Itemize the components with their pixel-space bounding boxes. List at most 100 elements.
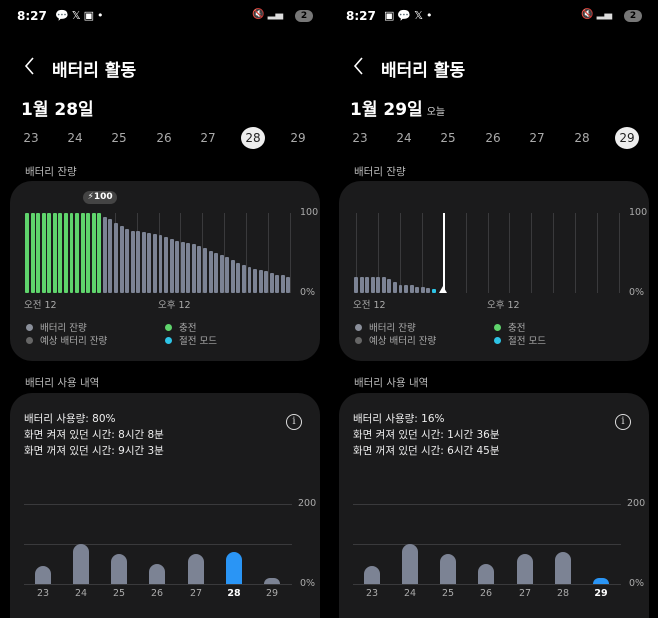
day-selector-23[interactable]: 23 <box>352 131 368 145</box>
day-selector-28[interactable]: 28 <box>574 131 590 145</box>
battery-level-bar <box>102 217 107 293</box>
day-selector-25[interactable]: 25 <box>440 131 456 145</box>
battery-level-bar <box>191 244 196 293</box>
day-selector-24[interactable]: 24 <box>396 131 412 145</box>
signal-icon: ▂▄ <box>267 9 284 20</box>
phone-screen: 8:27 💬𝕏▣• 🔇 ▂▄ 2 배터리 활동 1월 28일 23 24 25 26 27… <box>10 9 320 618</box>
notification-count-badge: 2 <box>295 10 313 22</box>
today-label: 오늘 <box>426 107 446 118</box>
usage-bar[interactable] <box>188 553 204 584</box>
battery-level-bar <box>175 241 180 293</box>
usage-x-label: 29 <box>265 588 279 599</box>
battery-level-bar <box>108 219 113 293</box>
dot-icon: • <box>96 9 107 22</box>
usage-x-label: 24 <box>74 588 88 599</box>
legend-dot <box>165 324 172 331</box>
usage-bar[interactable] <box>264 578 280 584</box>
battery-level-bar <box>359 277 364 293</box>
back-button[interactable] <box>351 55 367 77</box>
battery-level-bar <box>370 277 375 293</box>
info-icon[interactable]: i <box>615 414 631 430</box>
day-selector-26[interactable]: 26 <box>485 131 501 145</box>
battery-level-bar <box>75 213 80 293</box>
usage-x-label: 28 <box>227 588 241 599</box>
battery-level-bar <box>97 213 102 293</box>
battery-level-bar <box>141 232 146 293</box>
gridline <box>290 213 291 293</box>
usage-stat: 배터리 사용량: 80% <box>24 413 116 425</box>
info-icon[interactable]: i <box>286 414 302 430</box>
battery-level-bar <box>130 230 135 293</box>
battery-level-bar <box>219 254 224 293</box>
usage-bar[interactable] <box>226 552 242 584</box>
battery-level-bar <box>354 277 358 293</box>
legend-label: 배터리 잔량 <box>369 323 416 334</box>
dot-icon: • <box>425 9 436 22</box>
usage-bar[interactable] <box>111 554 127 584</box>
usage-bar[interactable] <box>517 553 533 584</box>
usage-stat: 배터리 사용량: 16% <box>353 413 445 425</box>
battery-level-bar <box>398 285 403 293</box>
battery-level-bar <box>152 233 157 293</box>
legend-dot <box>355 324 362 331</box>
usage-bar[interactable] <box>593 577 609 584</box>
usage-x-label: 25 <box>112 588 126 599</box>
usage-bar[interactable] <box>440 554 456 584</box>
battery-level-bar <box>258 269 263 293</box>
gridline <box>531 213 533 293</box>
day-selector-24[interactable]: 24 <box>67 131 83 145</box>
battery-level-bar <box>114 222 118 293</box>
battery-level-bar <box>58 213 63 293</box>
gridline <box>224 213 226 293</box>
day-selector-26[interactable]: 26 <box>156 131 172 145</box>
y-axis-min: 0% <box>629 287 645 298</box>
usage-bar[interactable] <box>149 564 165 584</box>
gridline <box>353 584 621 585</box>
status-time: 8:27 <box>346 9 376 23</box>
gridline <box>268 213 270 293</box>
battery-level-bar <box>80 213 85 293</box>
legend-label: 예상 배터리 잔량 <box>369 336 437 347</box>
battery-level-bar <box>376 277 381 293</box>
usage-bar[interactable] <box>555 552 571 584</box>
battery-level-bar <box>164 237 169 293</box>
gridline <box>509 213 511 293</box>
usage-bar[interactable] <box>478 564 494 584</box>
usage-bar[interactable] <box>402 544 418 584</box>
day-selector-28[interactable]: 28 <box>241 127 265 149</box>
x-icon: 𝕏 <box>71 9 84 22</box>
date-label: 1월 28일 <box>21 100 94 120</box>
usage-x-label: 26 <box>150 588 164 599</box>
gridline <box>553 213 555 293</box>
mute-icon: 🔇 <box>252 9 265 20</box>
legend-label: 배터리 잔량 <box>40 323 87 334</box>
usage-x-label: 27 <box>518 588 532 599</box>
battery-level-bar <box>214 253 219 293</box>
legend-dot <box>494 337 501 344</box>
chevron-left-icon <box>24 57 34 75</box>
battery-level-bar <box>236 262 241 293</box>
day-selector-29[interactable]: 29 <box>615 127 639 149</box>
usage-bar[interactable] <box>73 544 89 584</box>
battery-level-bar <box>91 213 96 293</box>
usage-bar[interactable] <box>364 566 380 584</box>
day-selector-27[interactable]: 27 <box>529 131 545 145</box>
usage-x-label: 25 <box>441 588 455 599</box>
usage-bar[interactable] <box>35 566 51 584</box>
battery-level-bar <box>30 213 35 293</box>
gallery-icon: ▣ <box>384 9 398 22</box>
day-selector-27[interactable]: 27 <box>200 131 216 145</box>
battery-level-bar <box>158 235 163 293</box>
day-selector-23[interactable]: 23 <box>23 131 39 145</box>
x-icon: 𝕏 <box>414 9 426 22</box>
usage-stat: 화면 꺼져 있던 시간: 6시간 45분 <box>353 445 500 457</box>
day-selector-25[interactable]: 25 <box>111 131 127 145</box>
y-axis-min: 0% <box>629 578 645 589</box>
battery-level-bar <box>404 285 409 293</box>
gridline <box>487 213 489 293</box>
legend-dot <box>165 337 172 344</box>
day-selector-29[interactable]: 29 <box>290 131 306 145</box>
legend-label: 충전 <box>179 323 197 334</box>
kakaotalk-icon: 💬 <box>397 9 415 22</box>
back-button[interactable] <box>22 55 38 77</box>
